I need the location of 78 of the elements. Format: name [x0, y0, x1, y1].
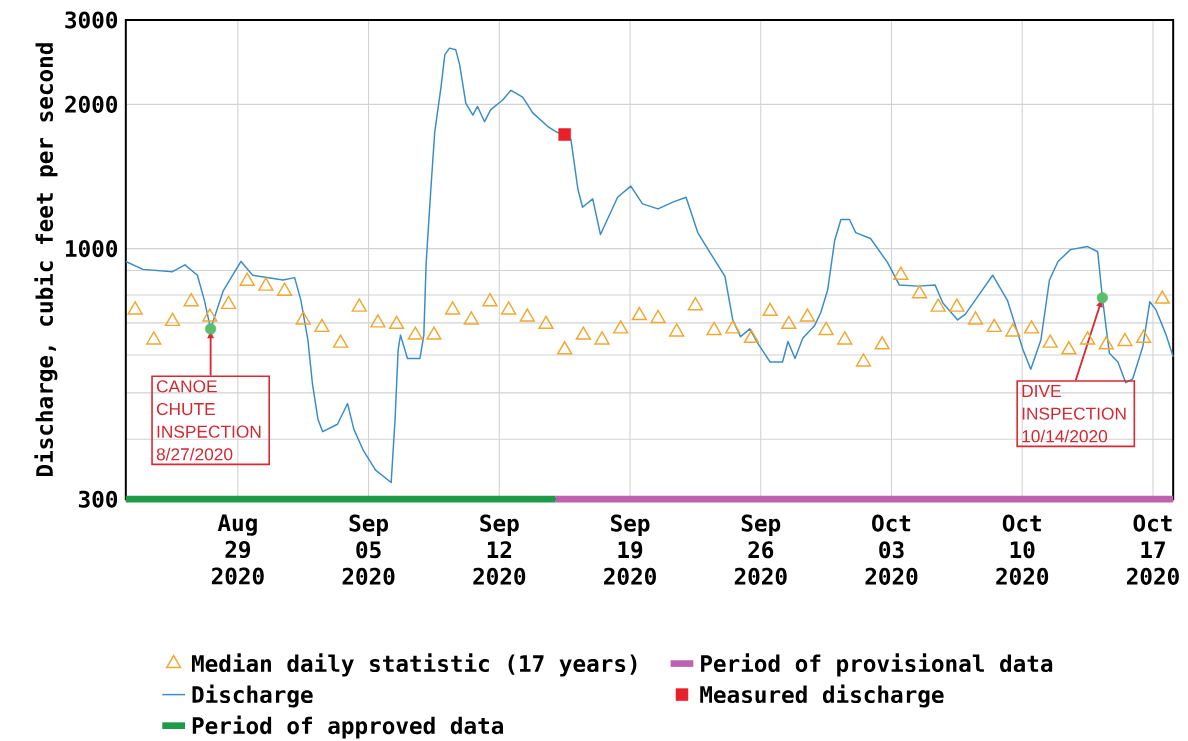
point	[426, 326, 442, 340]
y-tick-label: 3000	[65, 11, 118, 29]
point	[463, 311, 479, 325]
point	[276, 282, 293, 296]
point	[146, 331, 162, 345]
y-tick-label: 300	[78, 490, 118, 508]
point	[239, 272, 255, 286]
legend-label: Period of approved data	[192, 715, 503, 739]
point	[314, 318, 330, 332]
point	[557, 340, 573, 355]
point	[332, 334, 349, 348]
legend-label: Median daily statistic (17 years)	[191, 653, 637, 677]
point	[967, 311, 984, 325]
annotation: CANOE CHUTE INSPECTION 8/27/2020	[156, 380, 261, 461]
point	[1079, 331, 1096, 345]
point	[687, 296, 704, 311]
x-tick-label: Sep 19 2020	[604, 514, 656, 585]
x-tick-label: Sep 05 2020	[342, 514, 395, 585]
legend-label: Discharge	[192, 684, 313, 708]
point	[127, 301, 143, 315]
point	[911, 284, 928, 299]
point	[202, 308, 218, 322]
annotation: DIVE INSPECTION 10/14/2020	[1022, 384, 1126, 443]
x-tick-label: Aug 29 2020	[211, 514, 264, 585]
point	[799, 308, 816, 322]
y-tick-label: 1000	[66, 239, 118, 258]
point	[986, 318, 1002, 332]
point	[575, 326, 591, 340]
point	[762, 302, 778, 316]
point	[1098, 335, 1114, 350]
point	[519, 308, 535, 322]
x-tick-label: Oct 10 2020	[996, 514, 1049, 585]
point	[1023, 320, 1040, 334]
point	[351, 298, 367, 312]
point	[388, 315, 405, 329]
point	[1117, 332, 1133, 347]
point	[501, 301, 517, 315]
point	[837, 331, 853, 345]
point	[1005, 323, 1021, 337]
point	[594, 331, 610, 345]
legend-label: Measured discharge	[700, 684, 944, 708]
x-tick-label: Oct 17 2020	[1126, 514, 1179, 585]
point	[631, 306, 648, 321]
point	[183, 292, 199, 307]
point	[855, 353, 872, 367]
legend-label: Period of provisional data	[701, 653, 1053, 677]
point	[1154, 290, 1170, 304]
x-tick-label: Oct 03 2020	[865, 514, 918, 585]
point	[220, 295, 237, 310]
point	[1135, 329, 1152, 343]
point	[706, 321, 722, 336]
x-tick-label: Sep 12 2020	[473, 514, 526, 585]
point	[295, 311, 311, 325]
point	[893, 266, 909, 280]
point	[1042, 334, 1058, 348]
point	[558, 128, 571, 141]
point	[482, 292, 498, 307]
point	[818, 321, 834, 336]
y-tick-label: 2000	[65, 95, 118, 113]
y-axis-title: Discharge, cubic feet per second	[34, 43, 58, 476]
line-series	[125, 47, 1174, 484]
point	[725, 320, 741, 334]
point	[444, 301, 461, 315]
point	[743, 329, 760, 343]
point	[407, 326, 423, 340]
point	[370, 314, 386, 328]
point	[874, 335, 890, 350]
point	[949, 298, 965, 312]
point	[258, 277, 274, 291]
point	[164, 312, 181, 327]
point	[669, 323, 685, 337]
point	[781, 315, 797, 329]
point	[1061, 340, 1077, 355]
point	[538, 315, 554, 329]
point	[613, 320, 629, 334]
point	[650, 309, 666, 324]
point	[930, 298, 946, 312]
x-tick-label: Sep 26 2020	[734, 514, 787, 585]
